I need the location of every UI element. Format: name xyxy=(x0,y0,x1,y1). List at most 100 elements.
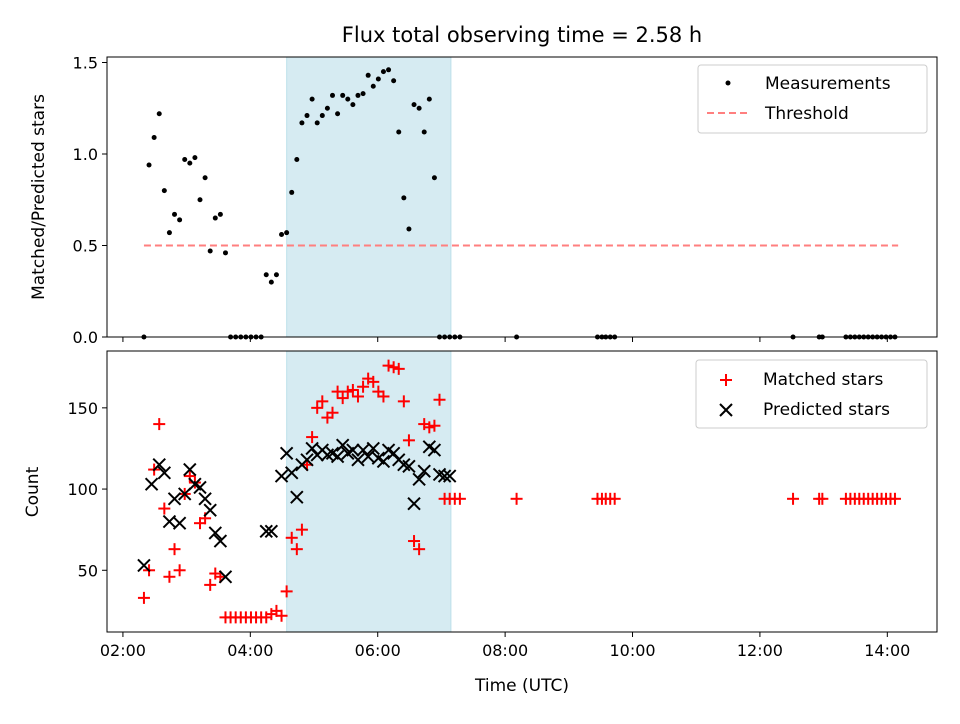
measurement-point xyxy=(421,129,427,135)
predicted-star-point xyxy=(330,449,345,464)
matched-star-point xyxy=(816,492,829,505)
predicted-star-point xyxy=(259,524,273,539)
measurement-point xyxy=(304,113,310,119)
bottom-legend: Matched stars Predicted stars xyxy=(695,359,928,429)
matched-star-point xyxy=(453,492,466,505)
matched-star-point xyxy=(387,361,400,374)
predicted-star-point xyxy=(412,472,426,487)
predicted-star-point xyxy=(402,459,416,474)
matched-star-point xyxy=(888,492,901,505)
predicted-star-point xyxy=(285,466,299,480)
matched-star-point xyxy=(341,385,354,398)
matched-star-point xyxy=(163,570,176,583)
measurement-point xyxy=(426,96,432,102)
predicted-star-point xyxy=(427,443,442,457)
measurement-point xyxy=(416,105,422,111)
measurement-point xyxy=(263,272,269,278)
measurement-point xyxy=(406,226,412,232)
measurement-point xyxy=(431,175,437,181)
predicted-star-point xyxy=(137,558,151,573)
matched-star-point xyxy=(158,502,171,515)
measurement-point xyxy=(360,91,366,97)
observing-window-shade xyxy=(286,56,452,338)
matched-star-point xyxy=(311,401,324,414)
predicted-star-point xyxy=(376,454,391,469)
measurement-point xyxy=(284,230,290,236)
matched-star-point xyxy=(173,564,186,577)
y-tick-label: 0.0 xyxy=(73,328,98,347)
measurement-point xyxy=(324,105,330,111)
measurement-point xyxy=(222,250,228,256)
matched-star-point xyxy=(608,492,621,505)
measurement-point xyxy=(177,217,183,223)
measurement-point xyxy=(411,102,417,108)
measurement-point xyxy=(273,272,279,278)
measurement-point xyxy=(187,160,193,166)
legend-measurements-label: Measurements xyxy=(765,74,891,94)
predicted-star-point xyxy=(172,516,187,530)
predicted-star-point xyxy=(437,469,452,483)
measurement-point xyxy=(401,195,407,201)
measurement-point xyxy=(166,230,172,236)
predicted-star-point xyxy=(157,466,172,480)
predicted-star-point xyxy=(264,524,279,539)
matched-star-point xyxy=(168,543,181,556)
measurement-point xyxy=(350,102,356,108)
measurement-point xyxy=(151,135,157,141)
measurement-point xyxy=(380,69,386,75)
predicted-star-point xyxy=(167,492,182,506)
y-tick-label: 100 xyxy=(67,480,98,499)
matched-star-point xyxy=(382,359,395,372)
measurement-point xyxy=(355,92,361,98)
matched-star-point xyxy=(397,395,410,408)
matched-star-point xyxy=(428,419,441,432)
legend-predicted-marker xyxy=(719,403,733,417)
predicted-star-point xyxy=(218,570,233,584)
x-tick-label: 10:00 xyxy=(609,641,655,660)
measurement-point xyxy=(172,211,178,217)
predicted-star-point xyxy=(183,462,197,477)
legend-threshold-label: Threshold xyxy=(764,104,849,124)
measurement-point xyxy=(294,156,300,162)
predicted-star-point xyxy=(208,526,222,540)
bottom-panel: 50 100 150 02:00 04:00 06:00 08:00 10:00 12:00 1… xyxy=(23,350,938,696)
legend-measurements-marker xyxy=(725,80,731,86)
predicted-star-point xyxy=(152,457,166,472)
matched-star-point xyxy=(413,543,426,556)
measurement-point xyxy=(217,211,223,217)
x-tick-label: 08:00 xyxy=(482,641,528,660)
matched-star-point xyxy=(336,392,349,405)
matched-star-point xyxy=(204,578,217,591)
matched-star-point xyxy=(787,492,800,505)
y-tick-label: 150 xyxy=(67,399,98,418)
matched-star-point xyxy=(367,375,380,388)
predicted-star-point xyxy=(274,469,289,483)
measurement-point xyxy=(212,215,218,221)
predicted-star-point xyxy=(279,446,294,461)
bottom-axes-frame xyxy=(106,350,938,633)
measurement-point xyxy=(299,120,305,126)
measurement-point xyxy=(340,92,346,98)
predicted-star-point xyxy=(300,453,314,467)
matched-star-point xyxy=(433,393,446,406)
measurement-point xyxy=(396,129,402,135)
matched-star-point xyxy=(351,390,364,403)
measurement-point xyxy=(345,96,351,102)
x-tick-label: 04:00 xyxy=(227,641,273,660)
matched-star-point xyxy=(280,585,293,598)
predicted-star-point xyxy=(407,496,421,511)
predicted-star-point xyxy=(351,453,365,467)
x-tick-label: 02:00 xyxy=(100,641,146,660)
matched-star-point xyxy=(285,531,298,544)
measurement-point xyxy=(268,279,274,285)
legend-matched-marker xyxy=(720,374,732,386)
legend-matched-label: Matched stars xyxy=(763,370,883,390)
predicted-star-point xyxy=(203,503,217,517)
measurement-point xyxy=(309,96,315,102)
measurement-point xyxy=(386,67,392,73)
matched-star-point xyxy=(402,434,415,447)
predicted-star-point xyxy=(290,490,304,504)
matched-star-point xyxy=(295,523,308,536)
predicted-star-point xyxy=(198,492,212,506)
predicted-star-point xyxy=(193,480,207,495)
